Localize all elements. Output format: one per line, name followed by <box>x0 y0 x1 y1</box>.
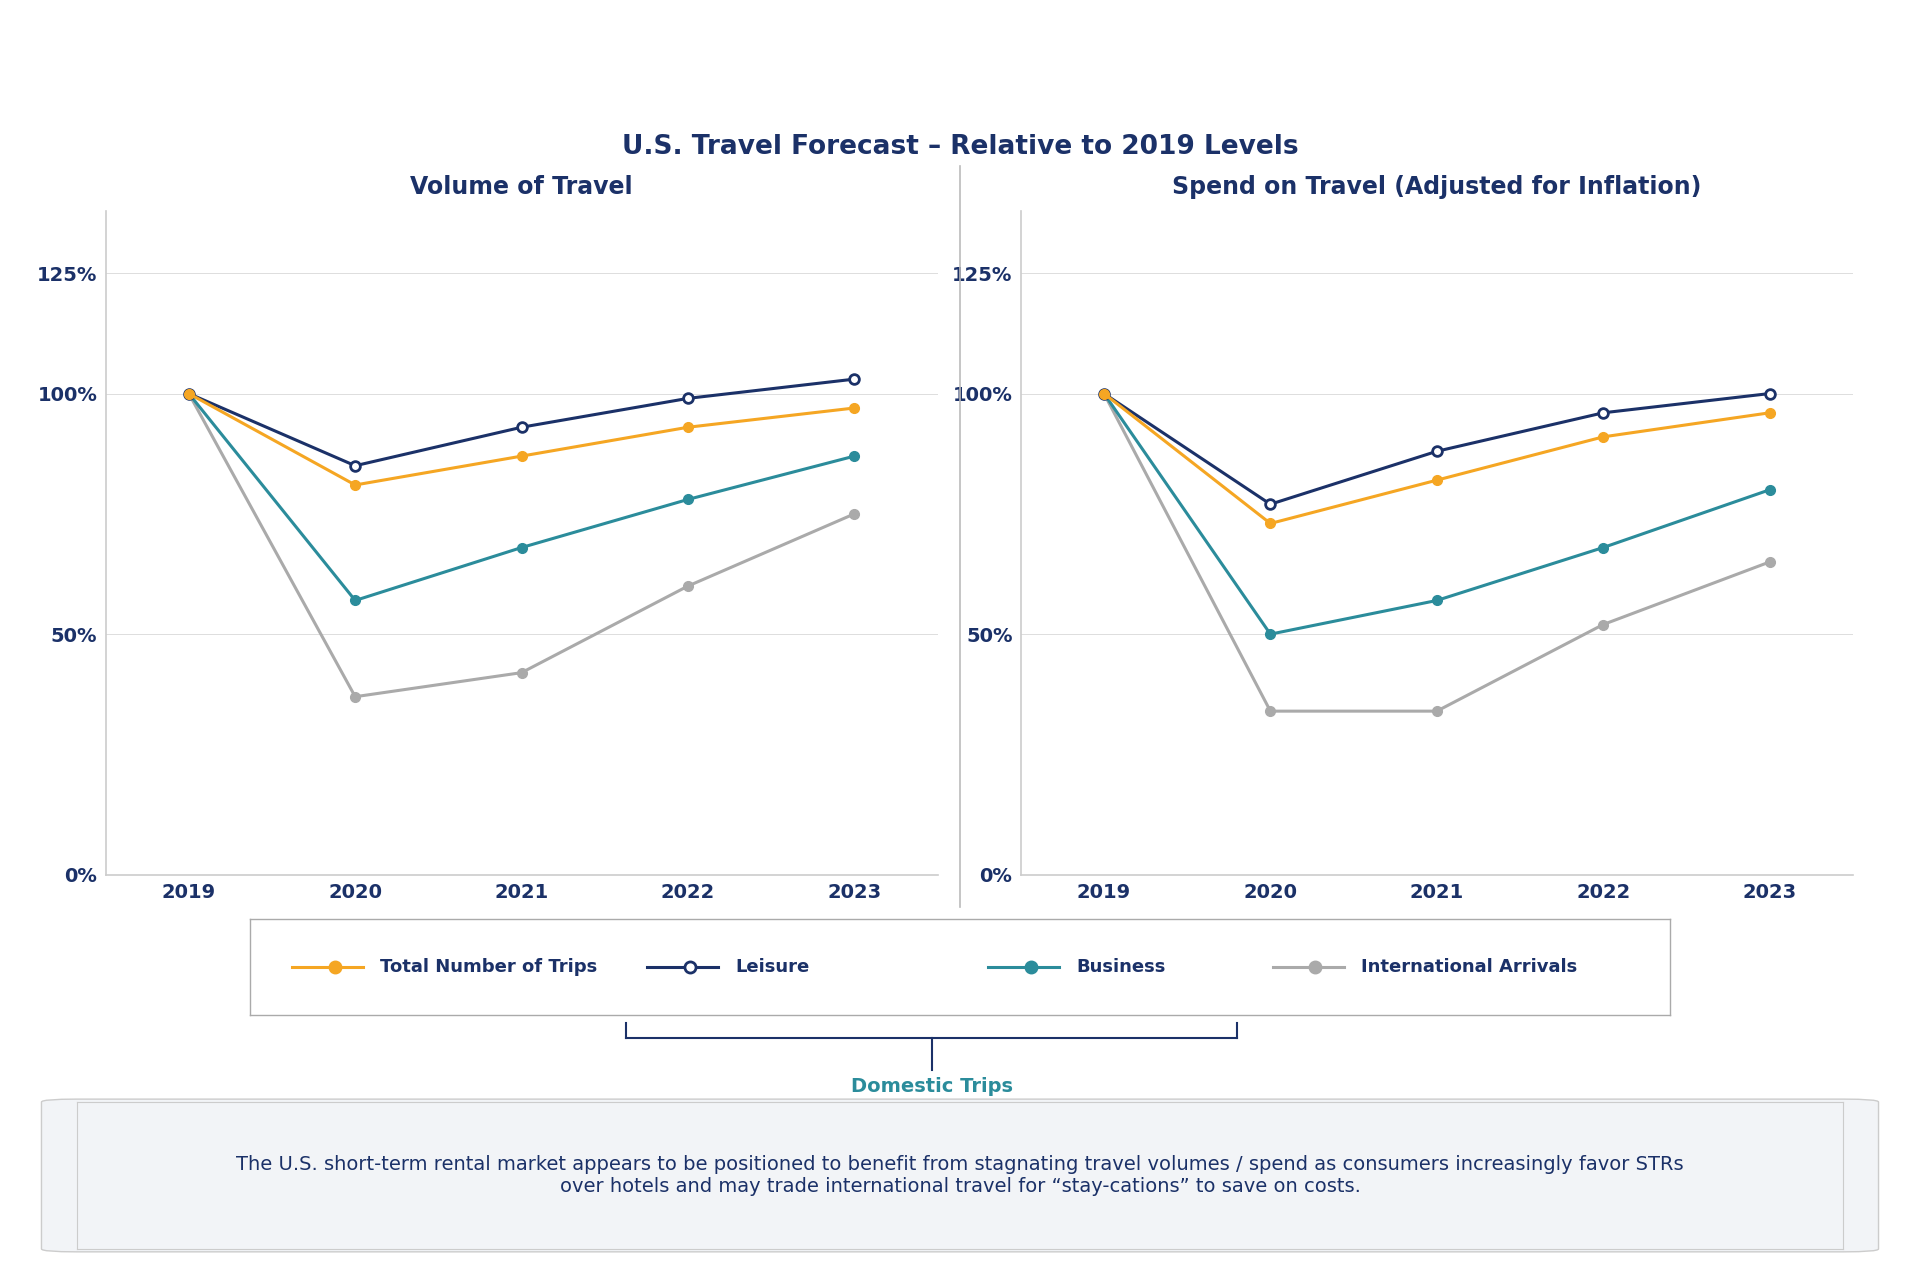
Text: Total Number of Trips: Total Number of Trips <box>380 958 597 977</box>
Text: U.S. Travel Forecast – Relative to 2019 Levels: U.S. Travel Forecast – Relative to 2019 … <box>622 134 1298 160</box>
FancyBboxPatch shape <box>42 1099 1878 1251</box>
Text: The U.S. short-term rental market appears to be positioned to benefit from stagn: The U.S. short-term rental market appear… <box>236 1154 1684 1197</box>
Text: Business: Business <box>1077 958 1165 977</box>
Title: Volume of Travel: Volume of Travel <box>411 175 634 199</box>
Text: International Arrivals: International Arrivals <box>1361 958 1576 977</box>
Title: Spend on Travel (Adjusted for Inflation): Spend on Travel (Adjusted for Inflation) <box>1171 175 1701 199</box>
Text: Leisure: Leisure <box>735 958 810 977</box>
Text: Domestic Trips: Domestic Trips <box>851 1077 1012 1096</box>
